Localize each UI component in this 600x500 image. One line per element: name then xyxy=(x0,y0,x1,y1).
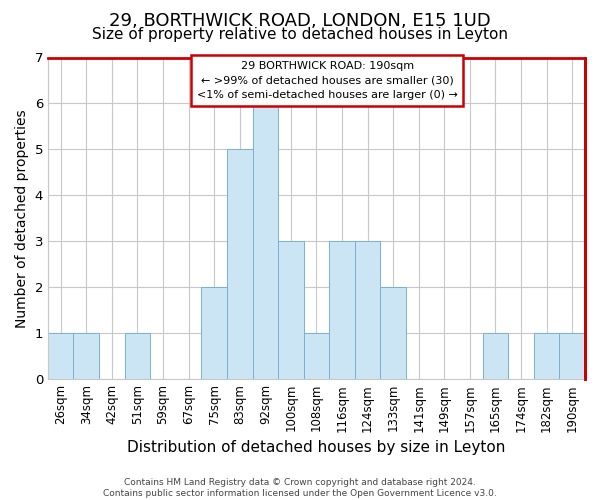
Bar xyxy=(202,288,227,379)
Bar xyxy=(125,333,150,379)
Bar xyxy=(534,333,559,379)
Bar xyxy=(278,242,304,379)
Bar xyxy=(380,288,406,379)
Text: 29 BORTHWICK ROAD: 190sqm
← >99% of detached houses are smaller (30)
<1% of semi: 29 BORTHWICK ROAD: 190sqm ← >99% of deta… xyxy=(197,60,458,100)
X-axis label: Distribution of detached houses by size in Leyton: Distribution of detached houses by size … xyxy=(127,440,506,455)
Bar xyxy=(304,333,329,379)
Bar xyxy=(48,333,73,379)
Text: Size of property relative to detached houses in Leyton: Size of property relative to detached ho… xyxy=(92,28,508,42)
Text: 29, BORTHWICK ROAD, LONDON, E15 1UD: 29, BORTHWICK ROAD, LONDON, E15 1UD xyxy=(109,12,491,30)
Bar xyxy=(355,242,380,379)
Text: Contains HM Land Registry data © Crown copyright and database right 2024.
Contai: Contains HM Land Registry data © Crown c… xyxy=(103,478,497,498)
Bar xyxy=(329,242,355,379)
Bar xyxy=(559,333,585,379)
Bar xyxy=(227,150,253,379)
Bar xyxy=(73,333,99,379)
Y-axis label: Number of detached properties: Number of detached properties xyxy=(15,109,29,328)
Bar xyxy=(482,333,508,379)
Bar xyxy=(253,104,278,379)
